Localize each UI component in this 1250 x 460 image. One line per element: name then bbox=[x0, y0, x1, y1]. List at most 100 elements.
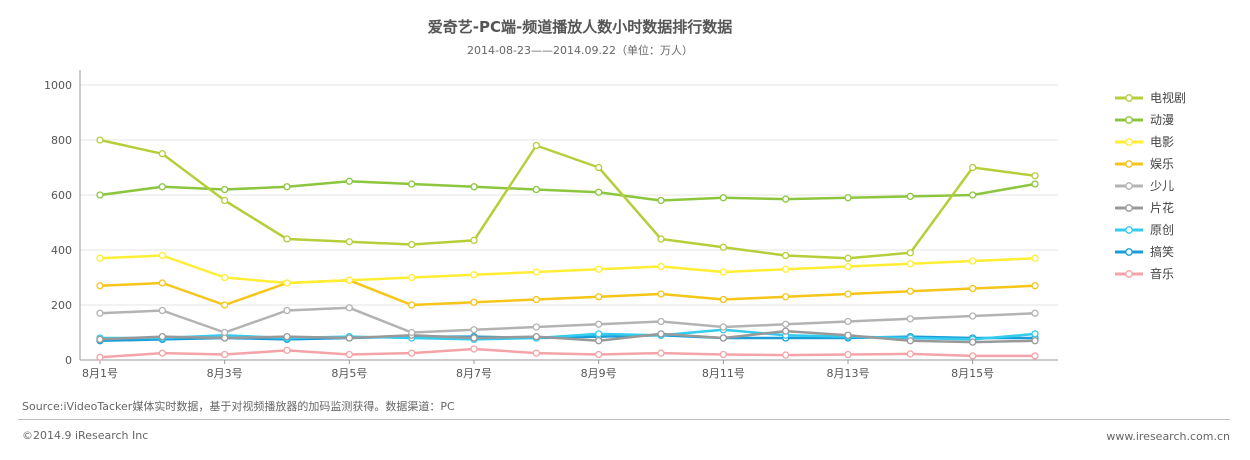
x-tick-label: 8月7号 bbox=[456, 367, 492, 380]
data-point bbox=[96, 191, 104, 199]
legend-item: 电影 bbox=[1115, 135, 1174, 149]
legend-label: 音乐 bbox=[1150, 266, 1174, 281]
data-point bbox=[158, 150, 166, 158]
data-point bbox=[96, 309, 104, 317]
footer-divider bbox=[18, 419, 1230, 420]
data-point bbox=[158, 183, 166, 191]
data-point bbox=[595, 337, 603, 345]
data-point bbox=[470, 236, 478, 245]
legend-item: 音乐 bbox=[1115, 266, 1174, 281]
legend-label: 电视剧 bbox=[1150, 90, 1186, 105]
data-point bbox=[719, 243, 727, 251]
y-tick-label: 1000 bbox=[44, 79, 72, 92]
x-tick-label: 8月1号 bbox=[82, 367, 118, 380]
data-point bbox=[221, 185, 229, 194]
data-point bbox=[221, 196, 229, 205]
series-lines bbox=[96, 136, 1039, 361]
data-point bbox=[408, 273, 416, 282]
website-link[interactable]: www.iresearch.com.cn bbox=[1106, 430, 1230, 443]
data-point bbox=[1031, 337, 1039, 345]
data-point bbox=[221, 328, 229, 337]
data-point bbox=[719, 194, 727, 202]
series-line bbox=[99, 306, 1036, 334]
data-point bbox=[595, 320, 603, 328]
legend-marker bbox=[1125, 94, 1133, 102]
y-tick-label: 800 bbox=[51, 134, 72, 147]
data-point bbox=[470, 271, 478, 279]
x-tick-label: 8月3号 bbox=[207, 367, 243, 380]
data-point bbox=[221, 273, 229, 282]
series-line bbox=[99, 138, 1036, 260]
data-point bbox=[719, 350, 727, 359]
chart-title: 爱奇艺-PC端-频道播放人数小时数据排行数据 bbox=[427, 18, 733, 36]
x-tick-label: 8月15号 bbox=[951, 367, 994, 380]
data-point bbox=[1031, 254, 1039, 262]
data-point bbox=[470, 345, 478, 353]
data-point bbox=[657, 262, 665, 271]
copyright-text: ©2014.9 iResearch Inc bbox=[22, 429, 149, 442]
series-6 bbox=[96, 327, 1039, 346]
legend-marker bbox=[1125, 270, 1133, 278]
y-tick-label: 400 bbox=[51, 244, 72, 257]
data-point bbox=[782, 327, 790, 335]
series-2 bbox=[96, 177, 1039, 205]
data-point bbox=[345, 304, 353, 312]
legend-item: 片花 bbox=[1115, 200, 1174, 215]
data-point bbox=[595, 293, 603, 301]
chart-subtitle: 2014-08-23——2014.09.22（单位：万人） bbox=[467, 44, 693, 57]
data-point bbox=[1031, 282, 1039, 290]
x-tick-label: 8月5号 bbox=[331, 367, 367, 380]
legend-marker bbox=[1125, 160, 1133, 168]
data-point bbox=[532, 295, 540, 304]
data-point bbox=[969, 338, 977, 346]
series-3 bbox=[96, 251, 1039, 287]
data-point bbox=[470, 326, 478, 334]
data-point bbox=[1031, 309, 1039, 317]
data-point bbox=[408, 328, 416, 337]
legend-label: 动漫 bbox=[1150, 113, 1174, 127]
data-point bbox=[844, 317, 852, 326]
legend-marker bbox=[1125, 226, 1133, 234]
data-point bbox=[96, 335, 104, 344]
legend-item: 原创 bbox=[1115, 223, 1174, 237]
data-point bbox=[532, 185, 540, 194]
series-line bbox=[99, 254, 1036, 285]
data-point bbox=[408, 240, 416, 249]
data-point bbox=[906, 192, 914, 201]
legend-marker bbox=[1125, 182, 1133, 190]
data-point bbox=[532, 323, 540, 331]
data-point bbox=[595, 188, 603, 196]
series-line bbox=[99, 180, 1036, 202]
data-point bbox=[969, 257, 977, 265]
data-point bbox=[844, 254, 852, 262]
data-point bbox=[782, 320, 790, 328]
data-point bbox=[657, 330, 665, 338]
data-point bbox=[657, 317, 665, 326]
data-point bbox=[158, 349, 166, 357]
data-point bbox=[969, 312, 977, 320]
data-point bbox=[470, 334, 478, 342]
series-9 bbox=[96, 345, 1039, 361]
legend-label: 电影 bbox=[1150, 135, 1174, 149]
data-point bbox=[906, 350, 914, 358]
data-point bbox=[906, 315, 914, 323]
legend-marker bbox=[1125, 138, 1133, 146]
data-point bbox=[782, 293, 790, 301]
data-point bbox=[345, 238, 353, 246]
series-4 bbox=[96, 276, 1039, 309]
data-point bbox=[844, 194, 852, 202]
line-chart: 0 200 400 600 800 1000 8月1号 8月3号 8月5号 8月7号 8月9号 8月1… bbox=[44, 70, 1186, 380]
data-point bbox=[844, 350, 852, 359]
data-point bbox=[969, 284, 977, 293]
legend-label: 搞笑 bbox=[1150, 244, 1174, 259]
data-point bbox=[221, 350, 229, 359]
legend-item: 电视剧 bbox=[1115, 90, 1186, 105]
data-point bbox=[844, 290, 852, 298]
data-point bbox=[283, 306, 291, 315]
legend-label: 娱乐 bbox=[1150, 157, 1174, 171]
data-point bbox=[1031, 172, 1039, 180]
data-point bbox=[906, 337, 914, 345]
data-point bbox=[470, 298, 478, 306]
data-point bbox=[532, 349, 540, 357]
data-point bbox=[906, 287, 914, 295]
